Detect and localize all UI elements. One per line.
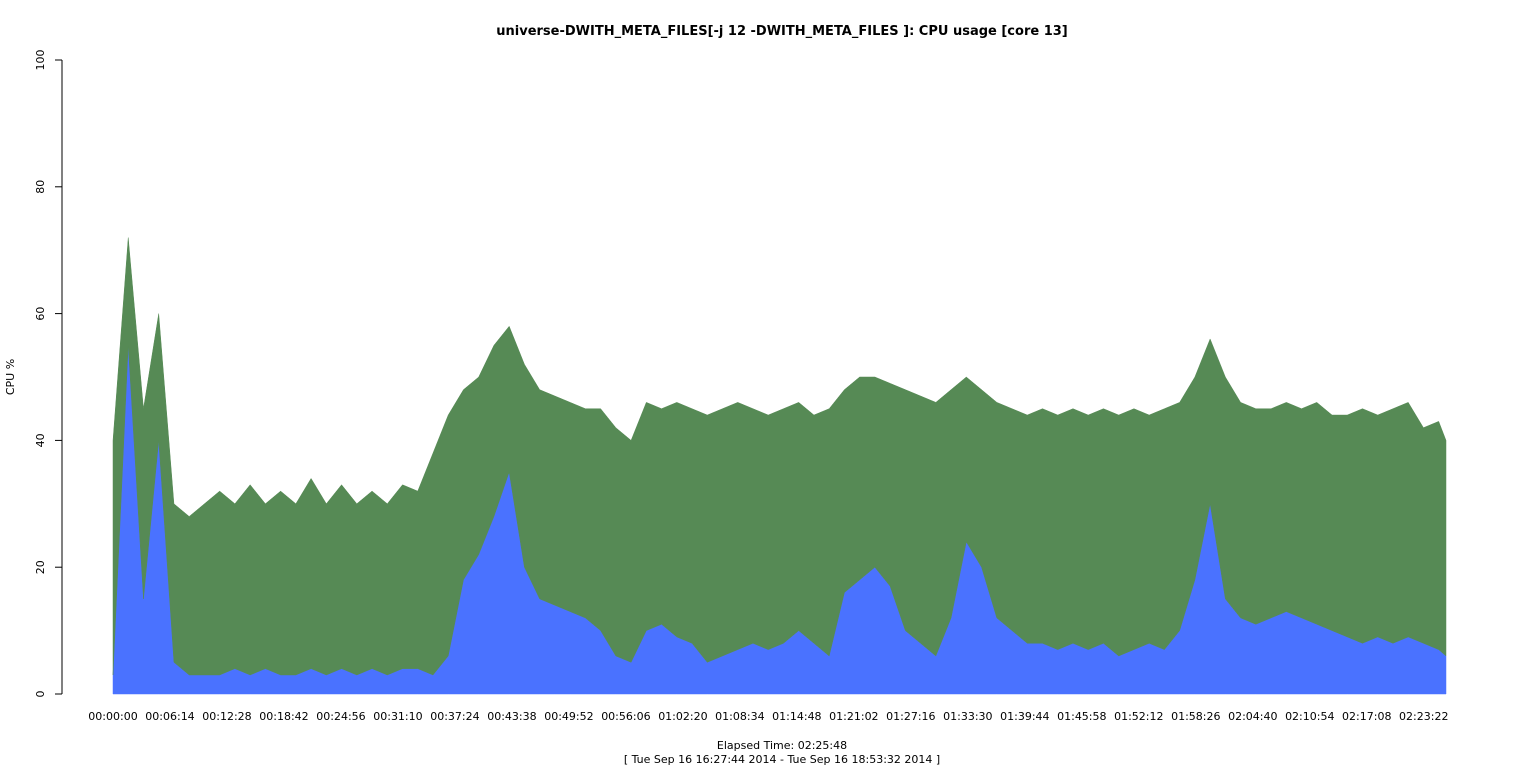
x-tick-label: 01:02:20: [658, 710, 707, 723]
x-tick-label: 02:10:54: [1285, 710, 1334, 723]
chart-title: universe-DWITH_META_FILES[-j 12 -DWITH_M…: [496, 24, 1067, 39]
x-tick-label: 01:14:48: [772, 710, 821, 723]
x-tick-label: 00:06:14: [145, 710, 194, 723]
x-tick-label: 00:49:52: [544, 710, 593, 723]
x-tick-label: 00:37:24: [430, 710, 479, 723]
y-tick-label: 100: [34, 50, 47, 71]
y-tick-label: 60: [34, 307, 47, 321]
x-tick-label: 02:17:08: [1342, 710, 1391, 723]
x-tick-label: 01:27:16: [886, 710, 935, 723]
x-tick-label: 00:56:06: [601, 710, 650, 723]
y-tick-label: 0: [34, 691, 47, 698]
x-tick-label: 01:58:26: [1171, 710, 1220, 723]
x-tick-label: 01:21:02: [829, 710, 878, 723]
y-tick-label: 20: [34, 560, 47, 574]
x-tick-label: 02:23:22: [1399, 710, 1448, 723]
area: [112, 237, 1447, 676]
y-axis-label: CPU %: [4, 359, 17, 395]
x-tick-label: 01:45:58: [1057, 710, 1106, 723]
x-tick-label: 00:31:10: [373, 710, 422, 723]
x-tick-label: 01:52:12: [1114, 710, 1163, 723]
y-tick-label: 80: [34, 180, 47, 194]
x-tick-label: 00:24:56: [316, 710, 365, 723]
x-tick-label: 00:18:42: [259, 710, 308, 723]
x-tick-label: 02:04:40: [1228, 710, 1277, 723]
x-tick-label: 00:43:38: [487, 710, 536, 723]
x-tick-label: 01:08:34: [715, 710, 764, 723]
x-tick-label: 00:00:00: [88, 710, 137, 723]
y-tick-label: 40: [34, 433, 47, 447]
x-tick-label: 01:39:44: [1000, 710, 1049, 723]
subtitle: [ Tue Sep 16 16:27:44 2014 - Tue Sep 16 …: [624, 753, 940, 766]
x-axis-label: Elapsed Time: 02:25:48: [717, 739, 847, 752]
x-tick-label: 00:12:28: [202, 710, 251, 723]
x-tick-label: 01:33:30: [943, 710, 992, 723]
